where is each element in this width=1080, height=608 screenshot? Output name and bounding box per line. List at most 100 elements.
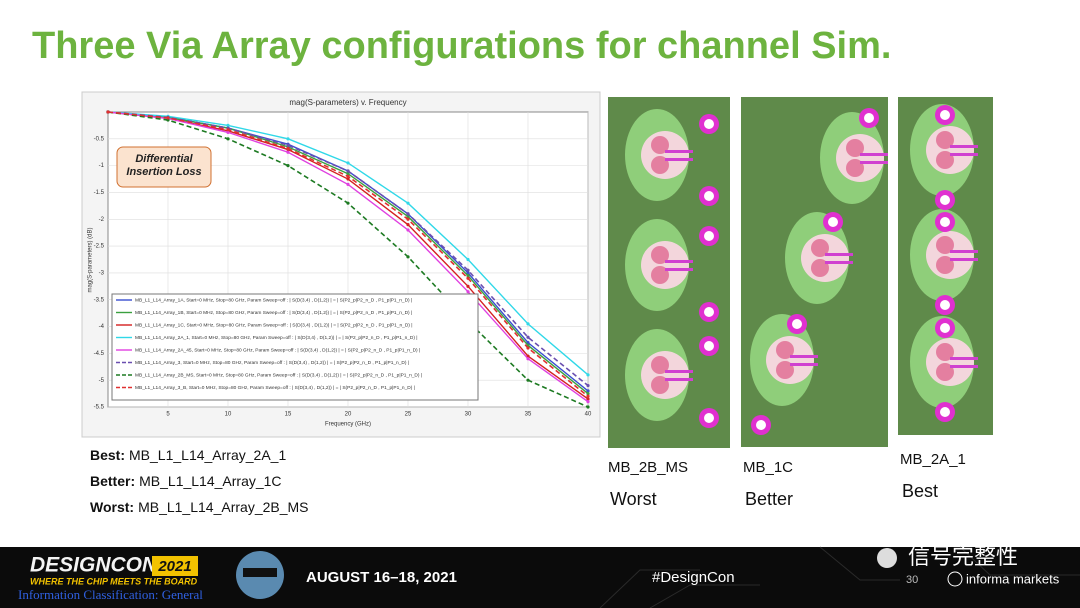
x-tick-label: 35 (525, 412, 532, 418)
via-pad (776, 341, 794, 359)
panel-name: MB_1C (743, 459, 793, 476)
logo-year: 2021 (157, 558, 191, 575)
via-pad (651, 356, 669, 374)
series-group (106, 110, 590, 409)
via-trace (665, 150, 693, 153)
y-tick-label: -1 (99, 163, 105, 169)
series-marker (166, 116, 170, 120)
mascot-glasses (243, 568, 277, 577)
gnd-via-hole (940, 195, 950, 205)
legend-label: MB_L1_L14_Array_3, Start=0 MHz, Stop=80 … (135, 360, 409, 366)
via-trace (665, 268, 693, 271)
via-pad (651, 136, 669, 154)
y-tick-label: -2.5 (94, 244, 105, 250)
via-pad (936, 343, 954, 361)
gnd-via-hole (704, 231, 714, 241)
annotation-box (116, 146, 212, 188)
via-trace (950, 365, 978, 368)
series-marker (586, 405, 590, 409)
sponsor: informa markets (966, 571, 1060, 586)
series-marker (286, 164, 290, 168)
via-pad (936, 151, 954, 169)
legend-label: MB_L1_L14_Array_3_B, Start=0 MHz, Stop=8… (135, 385, 415, 391)
series-marker (466, 276, 470, 280)
via-trace (950, 145, 978, 148)
via-trace (950, 258, 978, 261)
watermark-icon (877, 548, 897, 568)
series-marker (466, 257, 470, 262)
series-marker (586, 383, 590, 388)
series-marker (586, 400, 590, 404)
panel-name: MB_2A_1 (900, 451, 966, 468)
via-pad (811, 239, 829, 257)
gnd-via-hole (792, 319, 802, 329)
annotation: Differential Insertion Loss (126, 153, 202, 178)
via-trace (825, 261, 853, 264)
panel-rank: Worst (610, 489, 657, 509)
series-marker (286, 150, 290, 154)
via-pad (651, 156, 669, 174)
series-marker (346, 169, 350, 173)
gnd-via-hole (940, 407, 950, 417)
legend-label: MB_L1_L14_Array_2A_45, Start=0 MHz, Stop… (135, 347, 420, 353)
via-pad (776, 361, 794, 379)
series-marker (466, 290, 470, 294)
via-trace (665, 378, 693, 381)
via-pad (811, 259, 829, 277)
series-marker (586, 397, 590, 401)
series-marker (406, 217, 410, 221)
via-pad (651, 376, 669, 394)
via-panels: MB_2B_MS Worst MB_1C Better MB_2A_1 Best (608, 97, 993, 509)
legend-label: MB_L1_L14_Array_1A, Start=0 MHz, Stop=80… (135, 297, 412, 303)
legend-label: MB_L1_L14_Array_1B, Start=0 MHz, Stop=80… (135, 310, 412, 316)
series-marker (406, 223, 410, 227)
series-marker (286, 146, 290, 151)
gnd-via-hole (704, 119, 714, 129)
gnd-via-hole (704, 191, 714, 201)
x-tick-label: 25 (405, 412, 412, 418)
via-pad (846, 159, 864, 177)
y-tick-label: -3.5 (94, 297, 105, 303)
footer-traces (599, 546, 1080, 608)
x-tick-label: 40 (585, 412, 592, 418)
ranking-label: Worst: (90, 499, 134, 515)
page-number: 30 (906, 574, 918, 586)
year-badge (152, 556, 198, 576)
series-marker (286, 137, 290, 141)
series-marker (406, 228, 410, 232)
series-marker (406, 255, 410, 259)
via-trace (860, 161, 888, 164)
tagline: WHERE THE CHIP MEETS THE BOARD (30, 576, 198, 586)
via-trace (950, 357, 978, 360)
ranking-value: MB_L1_L14_Array_2B_MS (138, 499, 308, 515)
gnd-via-hole (704, 341, 714, 351)
series-marker (466, 284, 470, 288)
series-marker (226, 137, 230, 141)
gnd-via-hole (828, 217, 838, 227)
classification: Information Classification: General (18, 587, 203, 602)
y-tick-label: -1.5 (94, 190, 105, 196)
series-marker (526, 378, 530, 382)
y-tick-label: -4 (99, 324, 105, 330)
series-marker (406, 201, 410, 205)
x-tick-label: 5 (166, 412, 170, 418)
series-marker (586, 389, 590, 393)
series-marker (526, 335, 530, 339)
series-marker (586, 391, 590, 396)
via-pad (936, 236, 954, 254)
series-marker (406, 212, 410, 216)
y-tick-label: -2 (99, 217, 105, 223)
gnd-via-hole (756, 420, 766, 430)
y-tick-label: -5 (99, 378, 105, 384)
series-marker (466, 273, 470, 278)
series-marker (526, 322, 530, 326)
panel-rank: Best (902, 481, 938, 501)
hashtag: #DesignCon (652, 569, 735, 586)
watermark: 信号完整性 (908, 544, 1018, 569)
chart-title: mag(S-parameters) v. Frequency (289, 98, 406, 107)
series-marker (586, 394, 590, 398)
via-pad (651, 266, 669, 284)
via-trace (860, 153, 888, 156)
gnd-via-hole (704, 307, 714, 317)
